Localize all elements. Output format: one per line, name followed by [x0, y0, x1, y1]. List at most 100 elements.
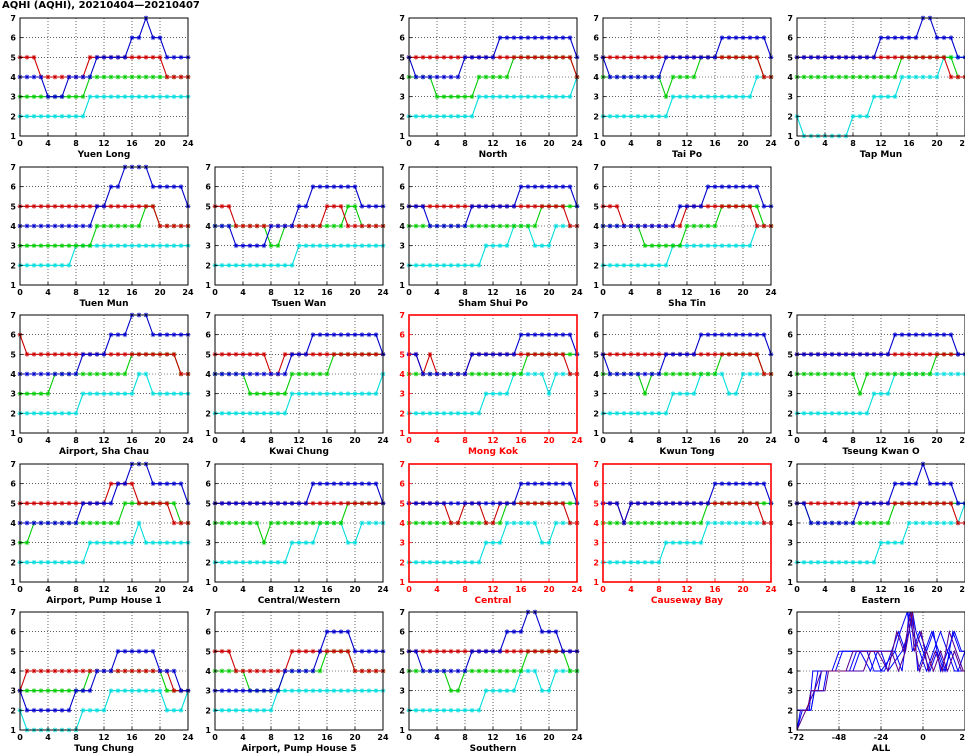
data-point [275, 410, 281, 416]
data-point [948, 481, 954, 487]
data-point [490, 500, 496, 506]
data-point [150, 500, 156, 506]
data-point [45, 500, 51, 506]
data-point [52, 668, 58, 674]
data-point [366, 668, 372, 674]
y-tick-label: 7 [399, 14, 405, 23]
data-point [684, 520, 690, 526]
panel-title: Kwai Chung [269, 447, 329, 457]
data-point [38, 391, 44, 397]
data-point [94, 668, 100, 674]
data-point [420, 668, 426, 674]
data-point [546, 351, 552, 357]
data-point [698, 540, 704, 546]
y-tick-label: 4 [399, 667, 405, 676]
data-point [345, 332, 351, 338]
data-point [240, 371, 246, 377]
data-point [240, 559, 246, 565]
x-tick-label: 0 [600, 585, 606, 594]
data-point [490, 54, 496, 60]
x-tick-label: 8 [850, 139, 856, 148]
data-point [427, 74, 433, 80]
x-tick-label: 4 [240, 585, 246, 594]
x-tick-label: 16 [126, 436, 138, 445]
data-point [115, 203, 121, 209]
y-tick-label: 7 [399, 311, 405, 320]
data-point [359, 648, 365, 654]
data-point [698, 520, 704, 526]
data-point [677, 203, 683, 209]
x-tick-label: 4 [434, 733, 440, 742]
data-point [490, 540, 496, 546]
data-point [511, 351, 517, 357]
data-point [66, 410, 72, 416]
data-point [247, 351, 253, 357]
panel-title: Central/Western [258, 596, 341, 606]
panel-title: Tap Mun [860, 150, 902, 160]
data-point [108, 540, 114, 546]
data-point [712, 520, 718, 526]
data-point [345, 391, 351, 397]
x-tick-label: 8 [656, 139, 662, 148]
data-point [143, 540, 149, 546]
data-point [462, 262, 468, 268]
data-point [427, 203, 433, 209]
data-point [948, 35, 954, 41]
data-point [614, 500, 620, 506]
y-tick-label: 4 [10, 519, 16, 528]
data-point [483, 351, 489, 357]
data-point [164, 707, 170, 713]
data-point [359, 520, 365, 526]
y-tick-label: 4 [205, 667, 211, 676]
data-point [448, 223, 454, 229]
data-point [247, 500, 253, 506]
data-point [338, 481, 344, 487]
data-point [59, 94, 65, 100]
data-point [434, 262, 440, 268]
data-point [628, 371, 634, 377]
data-point [38, 74, 44, 80]
x-tick-label: 4 [45, 139, 51, 148]
x-tick-label: 4 [45, 733, 51, 742]
data-point [684, 540, 690, 546]
y-tick-label: 7 [10, 608, 16, 617]
data-point [247, 391, 253, 397]
panel-title: Causeway Bay [651, 596, 723, 606]
data-point [427, 648, 433, 654]
x-tick-label: 16 [709, 585, 721, 594]
data-point [171, 351, 177, 357]
data-point [171, 481, 177, 487]
data-point [649, 500, 655, 506]
data-point [649, 371, 655, 377]
data-point [504, 520, 510, 526]
data-point [94, 707, 100, 713]
data-point [497, 371, 503, 377]
data-point [38, 262, 44, 268]
data-point [553, 668, 559, 674]
data-point [726, 351, 732, 357]
data-point [80, 94, 86, 100]
data-point [712, 481, 718, 487]
data-point [233, 262, 239, 268]
data-point [157, 94, 163, 100]
data-point [906, 520, 912, 526]
data-point [122, 223, 128, 229]
data-point [150, 74, 156, 80]
x-tick-label: 12 [875, 139, 886, 148]
y-tick-label: 2 [205, 558, 211, 567]
y-tick-label: 6 [593, 183, 599, 192]
data-point [122, 391, 128, 397]
data-point [532, 668, 538, 674]
data-point [871, 391, 877, 397]
data-point [24, 351, 30, 357]
data-point [359, 668, 365, 674]
data-point [233, 410, 239, 416]
data-point [684, 351, 690, 357]
data-point [317, 351, 323, 357]
data-point [38, 559, 44, 565]
data-point [941, 481, 947, 487]
data-point [331, 203, 337, 209]
data-point [497, 74, 503, 80]
data-point [913, 371, 919, 377]
